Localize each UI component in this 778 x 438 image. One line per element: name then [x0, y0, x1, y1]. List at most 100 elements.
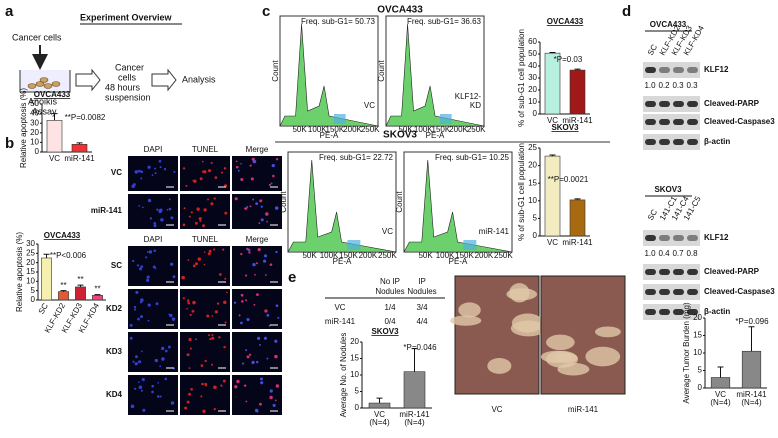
cell-dot	[141, 378, 145, 382]
cell-dot	[192, 300, 196, 305]
micrograph	[232, 332, 282, 372]
cell-dot	[147, 165, 151, 169]
cell-dot	[182, 297, 185, 300]
protein-label: Cleaved-Caspase3	[704, 287, 775, 296]
cell-dot	[161, 346, 165, 351]
cell-dot	[272, 403, 276, 407]
cell-dot	[211, 334, 214, 337]
band	[645, 309, 656, 315]
band	[687, 309, 698, 315]
cell-dot	[170, 401, 175, 405]
y-axis-label: % of sub-G1 cell population	[517, 143, 526, 241]
cell-dot	[186, 299, 190, 302]
cell-dot	[269, 389, 273, 393]
band	[673, 269, 684, 275]
y-tick-label: 0	[355, 403, 360, 412]
label: Analysis	[182, 74, 216, 84]
x-tick-label: VC	[547, 238, 558, 247]
lane-label: SC	[646, 208, 659, 222]
chart-title: SKOV3	[371, 327, 399, 336]
y-tick-label: 20	[693, 313, 702, 322]
cell-dot	[211, 315, 214, 317]
y-axis-label: Average Tumor Burden (mg)	[682, 302, 691, 404]
gate	[439, 114, 452, 124]
y-axis-label: Count	[377, 60, 386, 82]
cell-dot	[206, 314, 210, 318]
tissue	[585, 346, 621, 367]
cell-dot	[251, 157, 255, 161]
cell-dot	[264, 309, 268, 313]
x-tick-label: VC	[374, 410, 385, 419]
freq-label: Freq. sub-G1= 50.73	[301, 17, 376, 26]
panel-label: d	[622, 3, 631, 20]
cell-dot	[134, 170, 139, 174]
cell-dot	[156, 395, 160, 398]
x-tick-label: 150K	[455, 251, 474, 260]
x-tick-label: 200K	[449, 125, 468, 134]
bar	[368, 402, 391, 409]
cell-dot	[234, 197, 238, 201]
annotation: **P<0.006	[50, 251, 87, 260]
bar	[58, 291, 69, 301]
cell-dot	[192, 264, 196, 268]
y-axis-label: Count	[279, 191, 288, 213]
cell-dot	[140, 389, 143, 392]
cell-dot	[138, 381, 140, 384]
tissue	[510, 320, 547, 337]
micrograph	[232, 375, 282, 415]
y-tick-label: 15	[528, 178, 537, 187]
cell-dot	[182, 223, 186, 227]
y-tick-label: 0	[35, 147, 40, 156]
cell-dot	[240, 162, 242, 165]
micrograph	[180, 375, 230, 415]
cell-dot	[185, 184, 188, 187]
x-tick-label: VC	[715, 390, 726, 399]
y-tick-label: 15	[26, 267, 35, 276]
y-tick-label: 15	[693, 331, 702, 340]
cell-dot	[248, 353, 252, 356]
cell-dot	[188, 215, 191, 218]
gate	[333, 114, 346, 124]
bar-label: **	[60, 281, 66, 290]
cell-dot	[140, 265, 144, 269]
cell-dot	[223, 345, 226, 349]
bar-label: **	[94, 285, 100, 294]
cell-dot	[241, 300, 244, 303]
band	[645, 101, 656, 107]
label: suspension	[105, 92, 151, 102]
bar	[569, 69, 586, 115]
cell-dot	[256, 293, 259, 297]
cell-dot	[266, 220, 268, 223]
cell-dot	[140, 177, 143, 180]
cell-dot	[160, 218, 164, 222]
cell-dot	[146, 251, 149, 253]
cell-dot	[220, 171, 223, 174]
cell-dot	[214, 310, 218, 314]
band	[645, 119, 656, 125]
cell-dot	[181, 275, 185, 280]
x-tick-label: 150K	[432, 125, 451, 134]
band	[673, 309, 684, 315]
table-header: Nodules	[375, 287, 404, 296]
cell-dot	[137, 169, 141, 173]
cell-dot	[213, 248, 216, 251]
chart-title: OVCA433	[547, 17, 584, 26]
cell-dot	[270, 182, 273, 185]
cell-dot	[275, 304, 279, 308]
cell-dot	[222, 379, 226, 383]
cell-dot	[171, 317, 176, 321]
cell-dot	[186, 400, 190, 404]
band	[673, 139, 684, 145]
y-tick-label: 10	[528, 196, 537, 205]
tissue	[546, 334, 575, 351]
cell-dot	[214, 176, 218, 179]
label: Cancer cells	[12, 32, 62, 42]
protein-label: β-actin	[704, 307, 730, 316]
cell-dot	[203, 208, 207, 212]
cell-dot	[135, 355, 138, 359]
band	[687, 235, 698, 241]
title: SKOV3	[383, 130, 417, 141]
table-cell: 1/4	[384, 303, 396, 312]
y-tick-label: 10	[30, 138, 39, 147]
